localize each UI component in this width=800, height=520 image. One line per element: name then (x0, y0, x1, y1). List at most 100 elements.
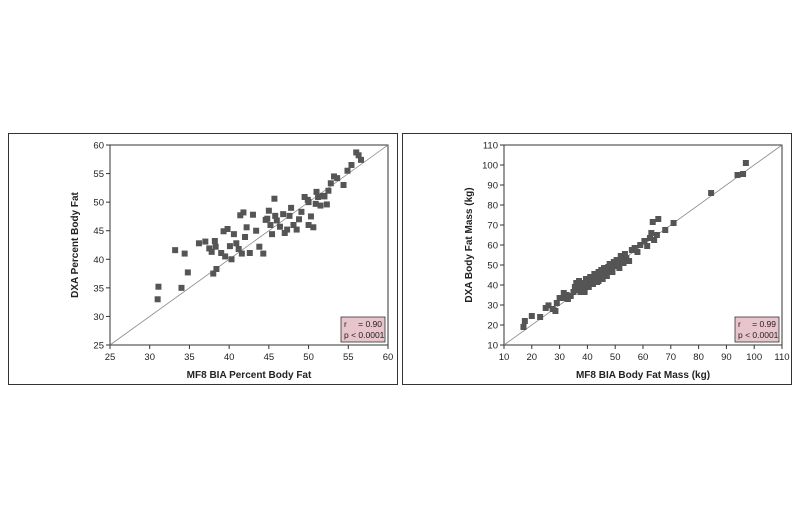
data-point (286, 212, 293, 219)
y-tick-label: 40 (487, 281, 498, 292)
x-axis-label: MF8 BIA Percent Body Fat (187, 370, 312, 381)
data-point (246, 250, 253, 256)
chart-frame (402, 133, 792, 385)
x-tick-label: 55 (343, 352, 354, 363)
data-point (619, 256, 626, 262)
p-value: p < 0.0001 (738, 330, 779, 340)
data-point (276, 223, 283, 230)
r-value: = 0.99 (752, 319, 776, 329)
data-point (208, 248, 215, 255)
data-point (648, 230, 655, 236)
x-tick-label: 100 (746, 352, 762, 363)
data-point (609, 269, 616, 275)
data-point (708, 190, 715, 196)
x-tick-label: 40 (582, 352, 593, 363)
data-point (253, 227, 260, 234)
data-point (591, 271, 598, 277)
data-point (249, 211, 256, 218)
x-tick-label: 50 (303, 352, 314, 363)
data-point (212, 243, 219, 250)
data-point (262, 216, 269, 223)
data-point (211, 238, 218, 244)
data-point (237, 212, 244, 219)
data-point (172, 247, 179, 254)
y-tick-label: 80 (487, 201, 498, 212)
data-point (621, 251, 628, 257)
data-point (154, 296, 161, 303)
data-point (616, 265, 623, 271)
data-point (588, 277, 595, 283)
data-point (596, 272, 603, 278)
y-tick-label: 35 (93, 283, 104, 294)
chart-panel-right: 10 20 30 40 50 60 70 80 90 100 110 10 20 30 40 50 60 70 80… (402, 133, 792, 385)
data-point (334, 175, 341, 182)
y-tick-label: 60 (93, 141, 104, 152)
data-point (646, 235, 653, 241)
data-point (315, 194, 322, 200)
r-label: r (344, 319, 347, 329)
plot-area (109, 144, 389, 346)
data-point (312, 200, 319, 207)
y-tick-label: 90 (487, 181, 498, 192)
data-point (631, 245, 638, 251)
data-point (670, 220, 677, 226)
data-point (577, 289, 584, 295)
scatter-chart-left: 25 30 35 40 45 50 55 60 25 30 35 40 45 50 55 60 MF8 BIA … (8, 133, 398, 385)
data-point (273, 217, 280, 224)
data-point (202, 238, 209, 245)
data-point (585, 284, 592, 290)
data-point (265, 207, 272, 214)
data-point (280, 211, 287, 218)
data-point (206, 245, 213, 252)
data-point (307, 213, 314, 220)
chart-frame (8, 133, 398, 385)
y-tick-label: 100 (482, 161, 498, 172)
data-point (293, 226, 300, 233)
correlation-annotation: r = 0.90p < 0.0001 (340, 316, 386, 343)
data-points (520, 160, 749, 330)
data-point (520, 324, 527, 330)
data-point (528, 313, 535, 319)
data-point (634, 249, 641, 255)
data-point (272, 212, 279, 219)
data-point (235, 246, 242, 252)
data-point (155, 283, 162, 290)
data-point (601, 265, 608, 271)
data-point (213, 266, 220, 272)
y-tick-label: 45 (93, 226, 104, 237)
data-point (195, 240, 202, 247)
y-tick-label: 55 (93, 169, 104, 180)
data-point (655, 216, 662, 222)
data-point (233, 240, 240, 247)
data-point (580, 280, 587, 286)
identity-line (109, 144, 389, 346)
data-point (344, 167, 351, 174)
data-points (154, 149, 364, 303)
y-tick-label: 25 (93, 341, 104, 352)
data-point (734, 172, 741, 178)
x-tick-label: 10 (499, 352, 510, 363)
data-point (240, 209, 247, 216)
x-tick-label: 110 (774, 352, 789, 363)
data-point (226, 243, 233, 250)
data-point (584, 279, 591, 285)
data-point (573, 280, 580, 286)
data-point (288, 204, 295, 211)
data-point (599, 276, 606, 282)
data-point (222, 253, 229, 260)
data-point (653, 232, 660, 238)
data-point (224, 226, 231, 232)
data-point (210, 270, 217, 277)
data-point (296, 216, 303, 223)
x-tick-label: 50 (610, 352, 621, 363)
data-point (649, 219, 656, 225)
y-tick-label: 40 (93, 255, 104, 266)
data-point (742, 160, 749, 166)
data-point (595, 278, 602, 284)
data-point (290, 222, 297, 228)
y-tick-label: 30 (93, 312, 104, 323)
r-label: r (738, 319, 741, 329)
data-point (260, 250, 267, 257)
y-tick-label: 30 (487, 301, 498, 312)
data-point (178, 284, 185, 291)
